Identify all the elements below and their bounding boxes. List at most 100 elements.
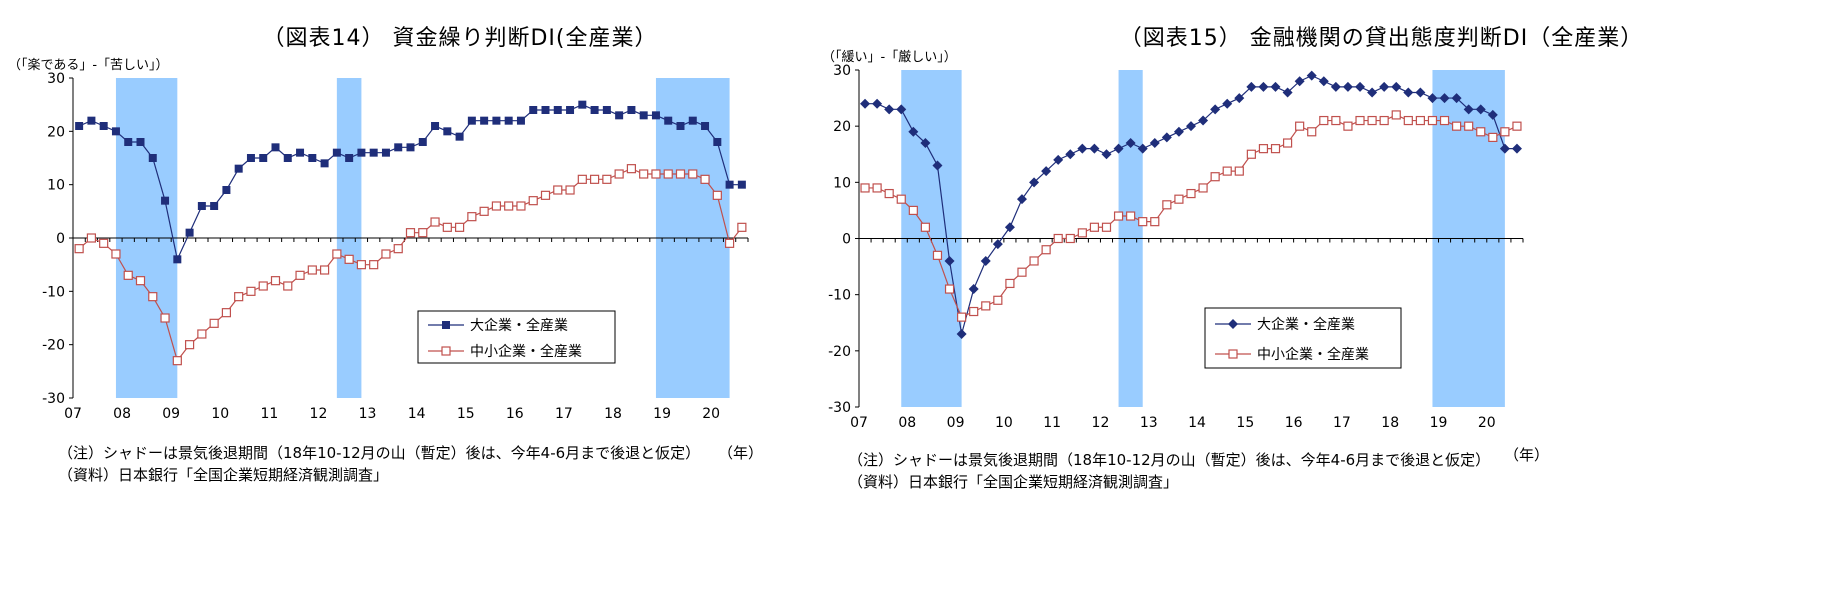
data-point	[602, 174, 612, 184]
data-point	[589, 174, 600, 184]
data-point	[1222, 166, 1232, 176]
series-line	[865, 74, 1517, 335]
data-point	[393, 244, 403, 254]
data-point	[295, 270, 305, 280]
data-point	[221, 308, 232, 318]
x-tick-label: 12	[310, 406, 328, 422]
data-point	[111, 249, 121, 259]
data-point	[1005, 278, 1015, 289]
data-point	[1017, 267, 1027, 277]
x-tick-label: 13	[1140, 415, 1158, 431]
data-point	[565, 185, 575, 195]
y-tick-label: 0	[842, 232, 851, 248]
data-point	[259, 154, 268, 162]
data-point	[1451, 93, 1462, 104]
data-point	[1318, 76, 1329, 87]
data-point	[124, 138, 133, 146]
data-point	[87, 116, 96, 125]
data-point	[1282, 87, 1293, 98]
data-point	[1041, 166, 1052, 177]
x-tick-label: 16	[506, 406, 524, 422]
data-point	[872, 183, 882, 193]
data-point	[172, 356, 182, 366]
data-point	[356, 260, 367, 270]
data-point	[504, 116, 513, 125]
data-point	[1186, 188, 1196, 199]
data-point	[1476, 127, 1486, 137]
x-tick-label: 15	[457, 406, 475, 422]
data-point	[627, 106, 636, 114]
data-point	[442, 222, 452, 232]
data-point	[1149, 138, 1160, 149]
data-point	[492, 116, 501, 125]
data-point	[920, 138, 931, 149]
data-point	[283, 281, 293, 291]
data-point	[1089, 143, 1100, 154]
data-point	[541, 106, 550, 114]
data-point	[1258, 81, 1269, 92]
series-line	[865, 114, 1518, 318]
data-point	[270, 276, 281, 286]
data-point	[1379, 115, 1389, 126]
chart-note: （注）シャドーは景気後退期間（18年10-12月の山（暫定）後は、今年4-6月ま…	[848, 451, 1491, 469]
x-tick-label: 10	[211, 406, 229, 422]
data-point	[1065, 149, 1076, 160]
legend-box	[417, 310, 616, 364]
legend-label: 中小企業・全産業	[1257, 346, 1369, 363]
data-point	[405, 228, 416, 238]
data-point	[1319, 115, 1329, 126]
data-point	[1246, 81, 1257, 92]
data-point	[1210, 172, 1220, 182]
data-point	[491, 201, 502, 211]
x-tick-label: 12	[1092, 415, 1110, 431]
data-point	[1487, 109, 1498, 120]
data-point	[553, 185, 563, 195]
data-point	[430, 217, 440, 227]
data-point	[135, 276, 146, 286]
data-point	[1367, 87, 1378, 98]
data-point	[1173, 126, 1184, 137]
data-point	[737, 180, 746, 189]
data-point	[724, 238, 735, 248]
data-point	[246, 286, 256, 296]
data-point	[529, 106, 538, 114]
x-axis-unit-label: （年）	[1504, 446, 1550, 464]
data-point	[480, 116, 489, 125]
data-point	[992, 239, 1003, 250]
data-point	[1282, 138, 1293, 148]
chart-note: （注）シャドーは景気後退期間（18年10-12月の山（暫定）後は、今年4-6月ま…	[58, 444, 701, 462]
data-point	[173, 255, 182, 264]
data-point	[1053, 233, 1063, 244]
data-point	[664, 116, 673, 125]
data-point	[148, 292, 158, 302]
legend-box	[1204, 307, 1402, 369]
data-point	[345, 154, 354, 162]
data-point	[258, 281, 268, 291]
data-point	[626, 164, 637, 174]
x-tick-label: 20	[702, 406, 720, 422]
x-tick-label: 17	[555, 406, 573, 422]
data-point	[1270, 81, 1281, 92]
data-point	[1113, 143, 1124, 154]
data-point	[431, 122, 440, 130]
data-point	[1511, 143, 1522, 154]
legend-marker	[1228, 319, 1238, 329]
data-point	[1427, 115, 1438, 126]
data-point	[184, 340, 195, 350]
data-point	[86, 233, 97, 243]
legend-label: 大企業・全産業	[470, 317, 568, 334]
data-point	[1150, 217, 1160, 227]
data-point	[111, 127, 120, 136]
x-tick-label: 15	[1236, 415, 1254, 431]
data-point	[381, 148, 390, 157]
data-point	[1355, 81, 1366, 92]
data-point	[944, 255, 955, 266]
x-tick-label: 19	[653, 406, 671, 422]
data-point	[1029, 256, 1039, 266]
data-point	[1101, 149, 1112, 160]
data-point	[981, 301, 991, 311]
data-point	[1210, 104, 1221, 115]
data-point	[1113, 211, 1124, 221]
data-point	[332, 148, 341, 157]
